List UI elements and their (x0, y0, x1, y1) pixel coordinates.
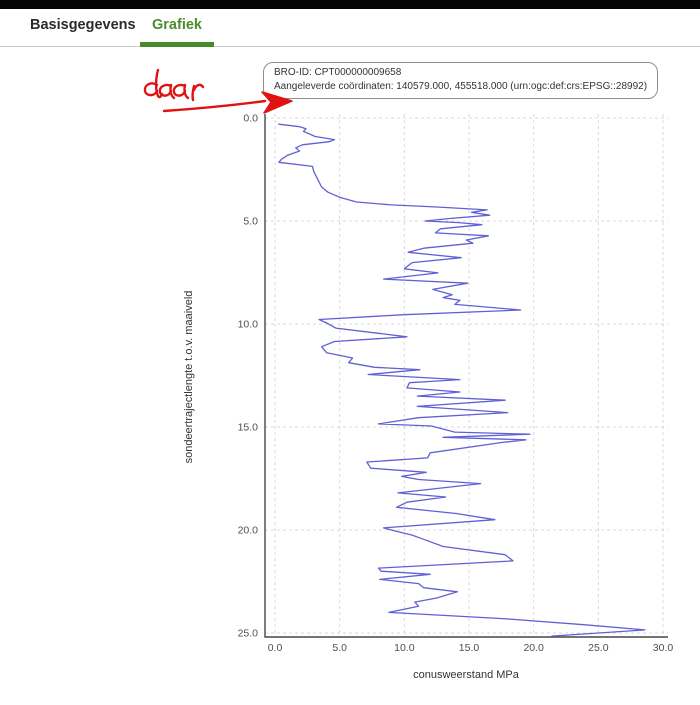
x-tick-label: 10.0 (394, 642, 415, 654)
y-tick-label: 25.0 (238, 628, 259, 640)
active-tab-indicator (140, 42, 214, 47)
cone-resistance-series-line (278, 123, 646, 637)
x-tick-label: 5.0 (332, 642, 347, 654)
x-tick-label: 30.0 (653, 642, 674, 654)
window-top-bar (0, 0, 700, 9)
y-axis-title: sondeertrajectlengte t.o.v. maaiveld (183, 291, 195, 464)
x-tick-label: 0.0 (268, 642, 283, 654)
x-tick-label: 15.0 (459, 642, 480, 654)
y-tick-label: 10.0 (238, 319, 259, 331)
x-tick-label: 25.0 (588, 642, 609, 654)
x-tick-labels: 0.0 5.0 10.0 15.0 20.0 25.0 30.0 (268, 642, 674, 654)
bro-id-text: BRO-ID: CPT000000009658 (274, 67, 402, 78)
chart-gridlines (265, 114, 668, 637)
y-tick-label: 0.0 (243, 113, 258, 125)
x-axis-title: conusweerstand MPa (413, 669, 520, 681)
tab-bar: Basisgegevens Grafiek (0, 9, 700, 47)
y-tick-label: 5.0 (243, 216, 258, 228)
tab-basisgegevens[interactable]: Basisgegevens (30, 17, 136, 33)
y-tick-label: 15.0 (238, 422, 259, 434)
tab-grafiek[interactable]: Grafiek (152, 17, 202, 33)
coordinates-text: Aangeleverde coördinaten: 140579.000, 45… (274, 81, 648, 92)
y-tick-label: 20.0 (238, 525, 259, 537)
y-tick-labels: 0.0 5.0 10.0 15.0 20.0 25.0 (238, 113, 259, 640)
bro-info-box: BRO-ID: CPT000000009658 Aangeleverde coö… (263, 62, 659, 99)
x-tick-label: 20.0 (523, 642, 544, 654)
